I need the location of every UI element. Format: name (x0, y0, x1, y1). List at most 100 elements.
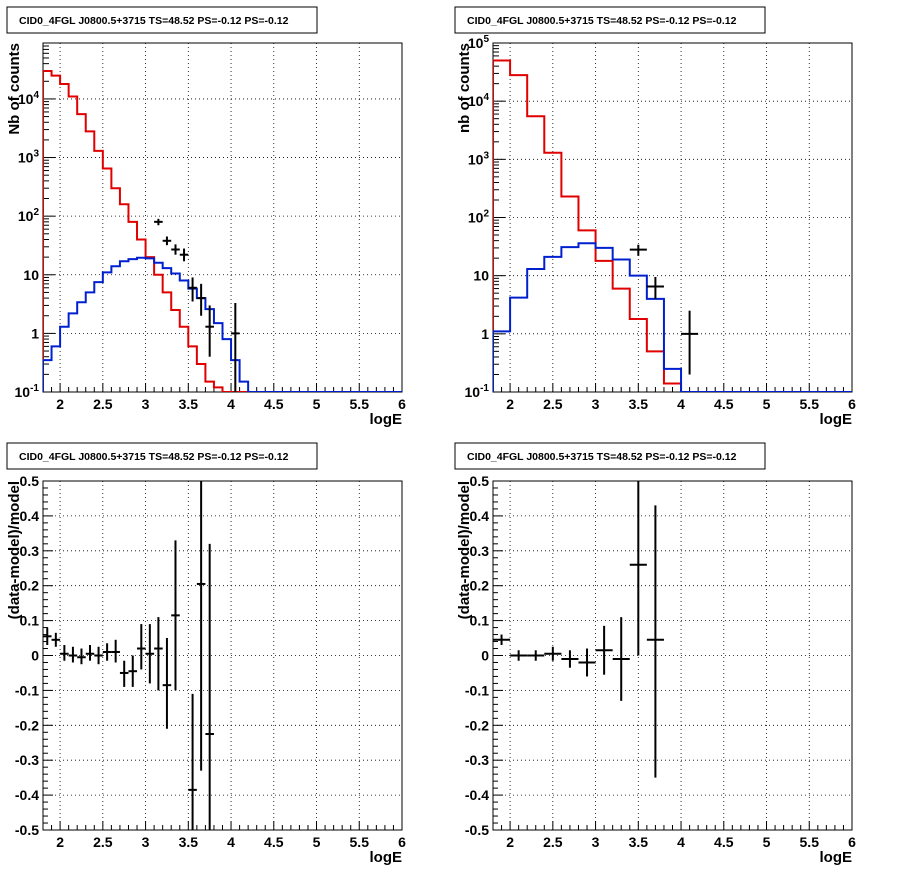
y-tick-label: 0.5 (20, 473, 40, 489)
data-point (196, 481, 206, 771)
data-point (629, 244, 647, 256)
chart-title: CID0_4FGL J0800.5+3715 TS=48.52 PS=-0.12… (19, 15, 289, 27)
data-point (154, 617, 163, 691)
x-axis-label: logE (820, 849, 853, 866)
data-point (162, 236, 172, 246)
y-tick-label: -0.1 (15, 682, 39, 698)
x-tick-label: 5.5 (800, 834, 820, 850)
x-tick-label: 4 (227, 834, 235, 850)
y-tick-label: 1 (481, 326, 489, 342)
x-tick-label: 3.5 (629, 396, 649, 412)
y-tick-label: 0 (481, 648, 489, 664)
x-tick-label: 4.5 (714, 396, 734, 412)
y-tick-label: 103 (468, 150, 490, 167)
title-box (6, 6, 318, 34)
data-point (179, 248, 189, 262)
y-tick-label: 10 (23, 267, 39, 283)
data-point (205, 543, 214, 830)
y-axis-label: (data-model)/model (456, 481, 473, 619)
x-tick-label: 4.5 (264, 834, 284, 850)
y-tick-label: -0.3 (465, 752, 489, 768)
y-tick-label: 102 (468, 209, 490, 226)
x-tick-label: 3 (592, 834, 600, 850)
title-box (454, 442, 766, 470)
series-line-2 (493, 242, 852, 392)
y-tick-label: 0.2 (20, 578, 40, 594)
x-tick-label: 2.5 (93, 834, 113, 850)
y-tick-label: 0.1 (470, 613, 490, 629)
data-point (77, 648, 86, 665)
data-point (154, 218, 163, 226)
x-tick-label: 2 (56, 834, 64, 850)
x-tick-label: 2 (506, 834, 514, 850)
data-point (578, 648, 596, 677)
y-tick-label: 0.2 (470, 578, 490, 594)
data-point (85, 645, 95, 661)
plot-frame (492, 480, 853, 831)
data-point (595, 625, 613, 675)
data-point (119, 660, 129, 687)
x-tick-label: 5 (313, 834, 321, 850)
plot-frame (492, 42, 853, 393)
chart-panel-4: CID0_4FGL J0800.5+3715 TS=48.52 PS=-0.12… (454, 442, 856, 866)
y-tick-label: 0 (31, 648, 39, 664)
title-box (6, 442, 318, 470)
data-point (196, 283, 206, 316)
y-tick-label: 0.4 (470, 508, 490, 524)
data-point (527, 650, 545, 661)
chart-title: CID0_4FGL J0800.5+3715 TS=48.52 PS=-0.12… (467, 451, 737, 463)
x-tick-label: 4 (227, 396, 235, 412)
y-tick-label: 104 (468, 92, 490, 109)
x-tick-label: 3.5 (629, 834, 649, 850)
data-point (188, 277, 197, 302)
chart-panel-1: CID0_4FGL J0800.5+3715 TS=48.52 PS=-0.12… (6, 6, 406, 428)
x-axis-label: logE (820, 411, 853, 428)
x-tick-label: 5 (313, 396, 321, 412)
y-tick-label: -0.2 (15, 717, 39, 733)
x-tick-label: 6 (848, 834, 856, 850)
data-point (68, 646, 78, 663)
y-tick-label: 1 (31, 325, 39, 341)
data-point (145, 624, 155, 684)
plot-area (43, 481, 214, 830)
x-tick-label: 4.5 (714, 834, 734, 850)
y-tick-label: 10 (473, 268, 489, 284)
x-tick-label: 5.5 (350, 396, 370, 412)
data-point (544, 646, 562, 661)
y-tick-label: 0.3 (20, 543, 40, 559)
y-tick-label: -0.4 (15, 787, 39, 803)
x-tick-label: 3.5 (179, 396, 199, 412)
y-tick-label: -0.2 (465, 717, 489, 733)
x-tick-label: 6 (398, 396, 406, 412)
title-box (454, 6, 766, 34)
y-tick-label: 0.4 (20, 508, 40, 524)
data-point (231, 302, 240, 392)
y-tick-label: 0.1 (20, 613, 40, 629)
data-point (646, 505, 664, 778)
data-point (94, 646, 103, 665)
x-tick-label: 6 (848, 396, 856, 412)
data-point (43, 627, 52, 646)
data-point (60, 645, 69, 661)
x-tick-label: 2 (506, 396, 514, 412)
data-point (681, 310, 699, 375)
x-tick-label: 5 (763, 396, 771, 412)
x-axis-label: logE (370, 411, 403, 428)
x-tick-label: 5 (763, 834, 771, 850)
series-line-1 (43, 69, 402, 392)
y-tick-label: 104 (18, 90, 40, 107)
chart-panel-2: CID0_4FGL J0800.5+3715 TS=48.52 PS=-0.12… (454, 6, 856, 428)
x-tick-label: 5.5 (800, 396, 820, 412)
data-point (629, 481, 647, 656)
y-tick-label: 0.5 (470, 473, 490, 489)
data-point (188, 693, 197, 830)
plot-area (493, 59, 852, 392)
x-tick-label: 4 (677, 834, 685, 850)
y-tick-label: 10-1 (15, 383, 40, 400)
x-tick-label: 2.5 (543, 396, 563, 412)
data-point (171, 540, 180, 691)
y-tick-label: 103 (18, 149, 40, 166)
data-point (171, 244, 180, 255)
x-tick-label: 5.5 (350, 834, 370, 850)
data-point (510, 650, 528, 661)
